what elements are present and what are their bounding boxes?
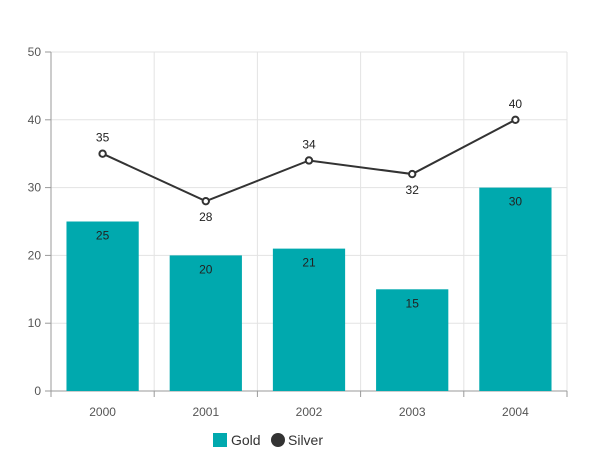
x-tick-label: 2002 — [296, 405, 323, 419]
silver-data-label: 35 — [96, 131, 110, 145]
legend: Gold Silver — [213, 432, 323, 448]
legend-gold-label: Gold — [231, 432, 261, 448]
x-tick-label: 2004 — [502, 405, 529, 419]
gold-bar — [479, 187, 552, 391]
y-tick-label: 30 — [28, 181, 42, 195]
gold-data-label: 15 — [406, 296, 420, 310]
x-tick-label: 2001 — [192, 405, 219, 419]
silver-point — [511, 115, 520, 125]
gold-data-label: 25 — [96, 229, 110, 243]
silver-data-labels: 35 28 34 32 40 — [96, 97, 522, 224]
gold-bar — [66, 221, 139, 391]
silver-line — [98, 115, 520, 206]
silver-point — [304, 156, 314, 165]
silver-data-label: 40 — [509, 97, 523, 111]
x-axis-ticks: 2000 2001 2002 2003 2004 — [50, 391, 568, 419]
y-tick-label: 20 — [28, 248, 42, 262]
y-tick-label: 10 — [28, 316, 42, 330]
legend-silver-label: Silver — [288, 432, 323, 448]
legend-silver-swatch — [271, 433, 285, 447]
gold-bar — [272, 248, 346, 391]
silver-point — [408, 169, 417, 179]
y-tick-label: 40 — [28, 113, 42, 127]
x-tick-label: 2000 — [89, 405, 116, 419]
y-tick-label: 0 — [34, 384, 41, 398]
gold-bars — [66, 187, 552, 391]
gold-bar — [169, 255, 242, 391]
gold-data-label: 21 — [302, 256, 316, 270]
silver-data-label: 34 — [302, 137, 316, 151]
silver-data-label: 32 — [406, 183, 420, 197]
gold-data-labels: 25 20 21 15 30 — [96, 195, 522, 311]
y-axis-ticks: 0 10 20 30 40 50 — [28, 45, 51, 398]
x-tick-label: 2003 — [399, 405, 426, 419]
y-tick-label: 50 — [28, 45, 42, 59]
silver-point — [98, 149, 107, 158]
silver-point — [201, 196, 211, 206]
gold-bar — [376, 289, 449, 391]
legend-gold-swatch — [213, 433, 227, 447]
gold-data-label: 20 — [199, 262, 213, 276]
silver-data-label: 28 — [199, 210, 213, 224]
gold-data-label: 30 — [509, 195, 523, 209]
